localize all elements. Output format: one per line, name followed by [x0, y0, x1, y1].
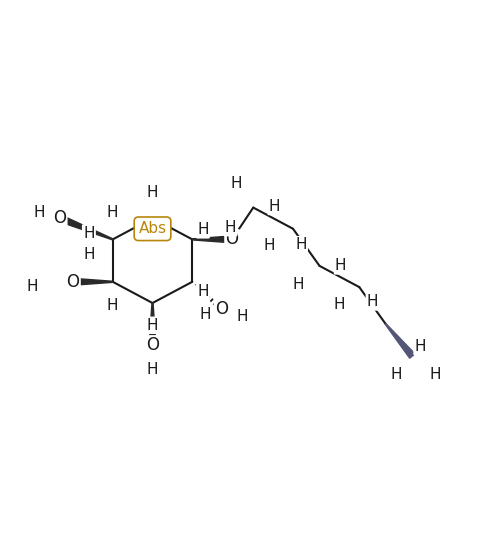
Text: H: H	[197, 284, 209, 299]
Text: O: O	[53, 209, 66, 227]
Text: H: H	[225, 220, 236, 235]
Text: H: H	[83, 247, 95, 262]
Text: H: H	[295, 237, 307, 252]
Text: H: H	[83, 226, 95, 241]
Text: H: H	[107, 205, 119, 220]
Text: O: O	[66, 273, 80, 291]
Polygon shape	[149, 303, 156, 346]
Text: Abs: Abs	[138, 221, 167, 236]
Text: H: H	[335, 258, 347, 273]
Text: H: H	[430, 367, 441, 382]
Text: O: O	[215, 300, 228, 319]
Text: O: O	[146, 336, 159, 354]
Text: H: H	[147, 362, 158, 377]
Text: H: H	[200, 307, 211, 322]
Text: H: H	[264, 238, 275, 253]
Text: H: H	[107, 298, 119, 313]
Text: H: H	[147, 185, 158, 200]
Text: H: H	[34, 205, 45, 220]
Text: H: H	[293, 277, 304, 292]
Text: H: H	[230, 176, 241, 191]
Polygon shape	[385, 324, 415, 358]
Text: H: H	[367, 294, 378, 310]
Text: H: H	[197, 222, 209, 237]
Polygon shape	[59, 215, 113, 240]
Text: H: H	[269, 199, 280, 214]
Text: H: H	[391, 367, 402, 382]
Text: H: H	[334, 296, 346, 311]
Polygon shape	[73, 278, 113, 285]
Polygon shape	[192, 236, 232, 243]
Text: O: O	[226, 231, 239, 248]
Text: H: H	[26, 279, 38, 294]
Text: H: H	[147, 318, 158, 333]
Text: H: H	[415, 339, 426, 354]
Text: H: H	[237, 309, 249, 324]
